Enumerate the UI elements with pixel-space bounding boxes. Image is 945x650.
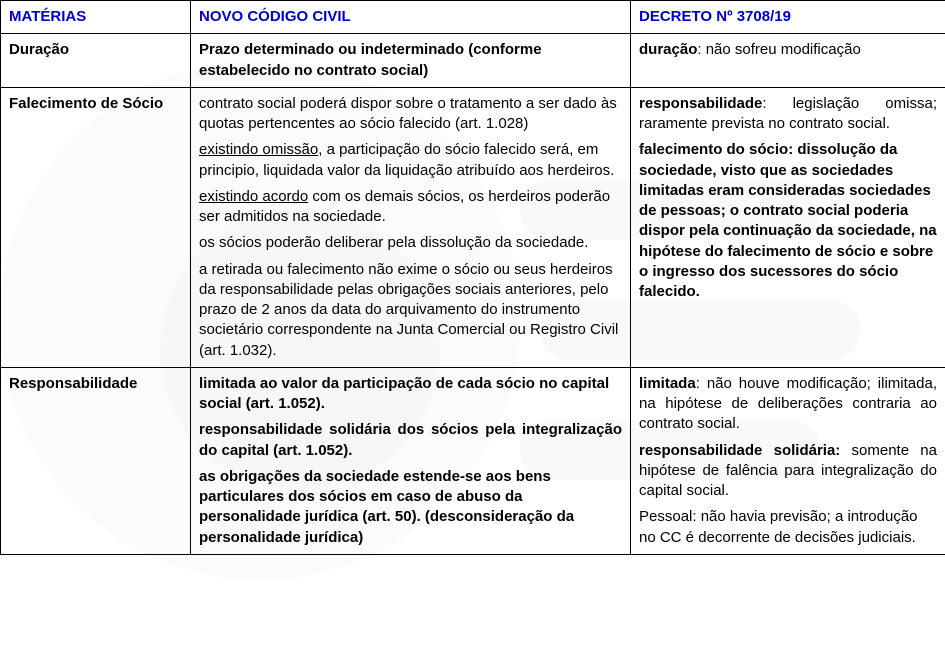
bold-prefix: responsabilidade	[639, 95, 762, 112]
paragraph: limitada ao valor da participação de cad…	[199, 374, 622, 415]
comparison-table: MATÉRIAS NOVO CÓDIGO CIVIL DECRETO Nº 37…	[0, 0, 945, 555]
bold-prefix: responsabilidade solidária:	[639, 442, 840, 459]
paragraph: Prazo determinado ou indeterminado (conf…	[199, 40, 622, 81]
paragraph: a retirada ou falecimento não exime o só…	[199, 260, 622, 361]
bold-rest: : dissolução da sociedade, visto que as …	[639, 141, 937, 300]
col-header-materias: MATÉRIAS	[1, 1, 191, 34]
cell-decreto-falecimento: responsabilidade: legislação omissa; rar…	[631, 87, 945, 367]
table-header-row: MATÉRIAS NOVO CÓDIGO CIVIL DECRETO Nº 37…	[1, 1, 945, 34]
cell-novo-responsabilidade: limitada ao valor da participação de cad…	[191, 367, 631, 554]
paragraph: os sócios poderão deliberar pela dissolu…	[199, 233, 622, 253]
paragraph: Pessoal: não havia previsão; a introduçã…	[639, 507, 937, 548]
cell-decreto-responsabilidade: limitada: não houve modificação; ilimita…	[631, 367, 945, 554]
bold-prefix: duração	[639, 41, 697, 58]
paragraph: responsabilidade: legislação omissa; rar…	[639, 94, 937, 135]
row-label-responsabilidade: Responsabilidade	[1, 367, 191, 554]
table-row: Falecimento de Sócio contrato social pod…	[1, 87, 945, 367]
table-row: Responsabilidade limitada ao valor da pa…	[1, 367, 945, 554]
rest-text: : não sofreu modificação	[697, 41, 860, 58]
cell-decreto-duracao: duração: não sofreu modificação	[631, 34, 945, 88]
row-label-falecimento: Falecimento de Sócio	[1, 87, 191, 367]
paragraph: duração: não sofreu modificação	[639, 40, 937, 60]
paragraph: responsabilidade solidária: somente na h…	[639, 441, 937, 502]
paragraph: as obrigações da sociedade estende-se ao…	[199, 467, 622, 548]
col-header-decreto: DECRETO Nº 3708/19	[631, 1, 945, 34]
cell-novo-falecimento: contrato social poderá dispor sobre o tr…	[191, 87, 631, 367]
underline-prefix: existindo omissão	[199, 141, 318, 158]
table-row: Duração Prazo determinado ou indetermina…	[1, 34, 945, 88]
col-header-novo-codigo: NOVO CÓDIGO CIVIL	[191, 1, 631, 34]
paragraph: contrato social poderá dispor sobre o tr…	[199, 94, 622, 135]
bold-prefix: limitada	[639, 375, 696, 392]
bold-prefix: falecimento do sócio	[639, 141, 788, 158]
cell-novo-duracao: Prazo determinado ou indeterminado (conf…	[191, 34, 631, 88]
paragraph: limitada: não houve modificação; ilimita…	[639, 374, 937, 435]
paragraph: existindo acordo com os demais sócios, o…	[199, 187, 622, 228]
paragraph: falecimento do sócio: dissolução da soci…	[639, 140, 937, 302]
paragraph: responsabilidade solidária dos sócios pe…	[199, 420, 622, 461]
underline-prefix: existindo acordo	[199, 188, 308, 205]
row-label-duracao: Duração	[1, 34, 191, 88]
paragraph: existindo omissão, a participação do sóc…	[199, 140, 622, 181]
